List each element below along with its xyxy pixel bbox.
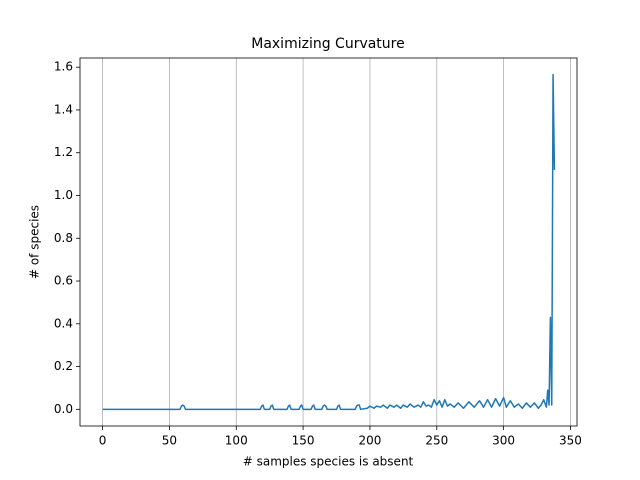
- y-tick-label: 0.0: [54, 402, 73, 416]
- x-tick-label: 350: [559, 434, 582, 448]
- data-line: [102, 73, 556, 411]
- x-tick-label: 200: [358, 434, 381, 448]
- x-tick-label: 50: [162, 434, 177, 448]
- y-tick-label: 0.2: [54, 359, 73, 373]
- chart-title: Maximizing Curvature: [251, 36, 405, 52]
- x-tick-label: 300: [492, 434, 515, 448]
- y-tick-label: 0.6: [54, 274, 73, 288]
- y-tick-label: 0.4: [54, 316, 73, 330]
- y-tick-label: 0.8: [54, 231, 73, 245]
- x-tick-label: 100: [225, 434, 248, 448]
- plot-frame: [79, 57, 578, 427]
- y-tick-label: 1.4: [54, 102, 73, 116]
- x-tick-label: 250: [425, 434, 448, 448]
- y-tick-label: 1.6: [54, 60, 73, 74]
- x-tick-label: 0: [99, 434, 107, 448]
- x-tick-label: 150: [292, 434, 315, 448]
- x-axis-label: # samples species is absent: [243, 455, 414, 469]
- y-axis-label: # of species: [28, 205, 42, 279]
- y-tick-label: 1.2: [54, 145, 73, 159]
- y-tick-label: 1.0: [54, 188, 73, 202]
